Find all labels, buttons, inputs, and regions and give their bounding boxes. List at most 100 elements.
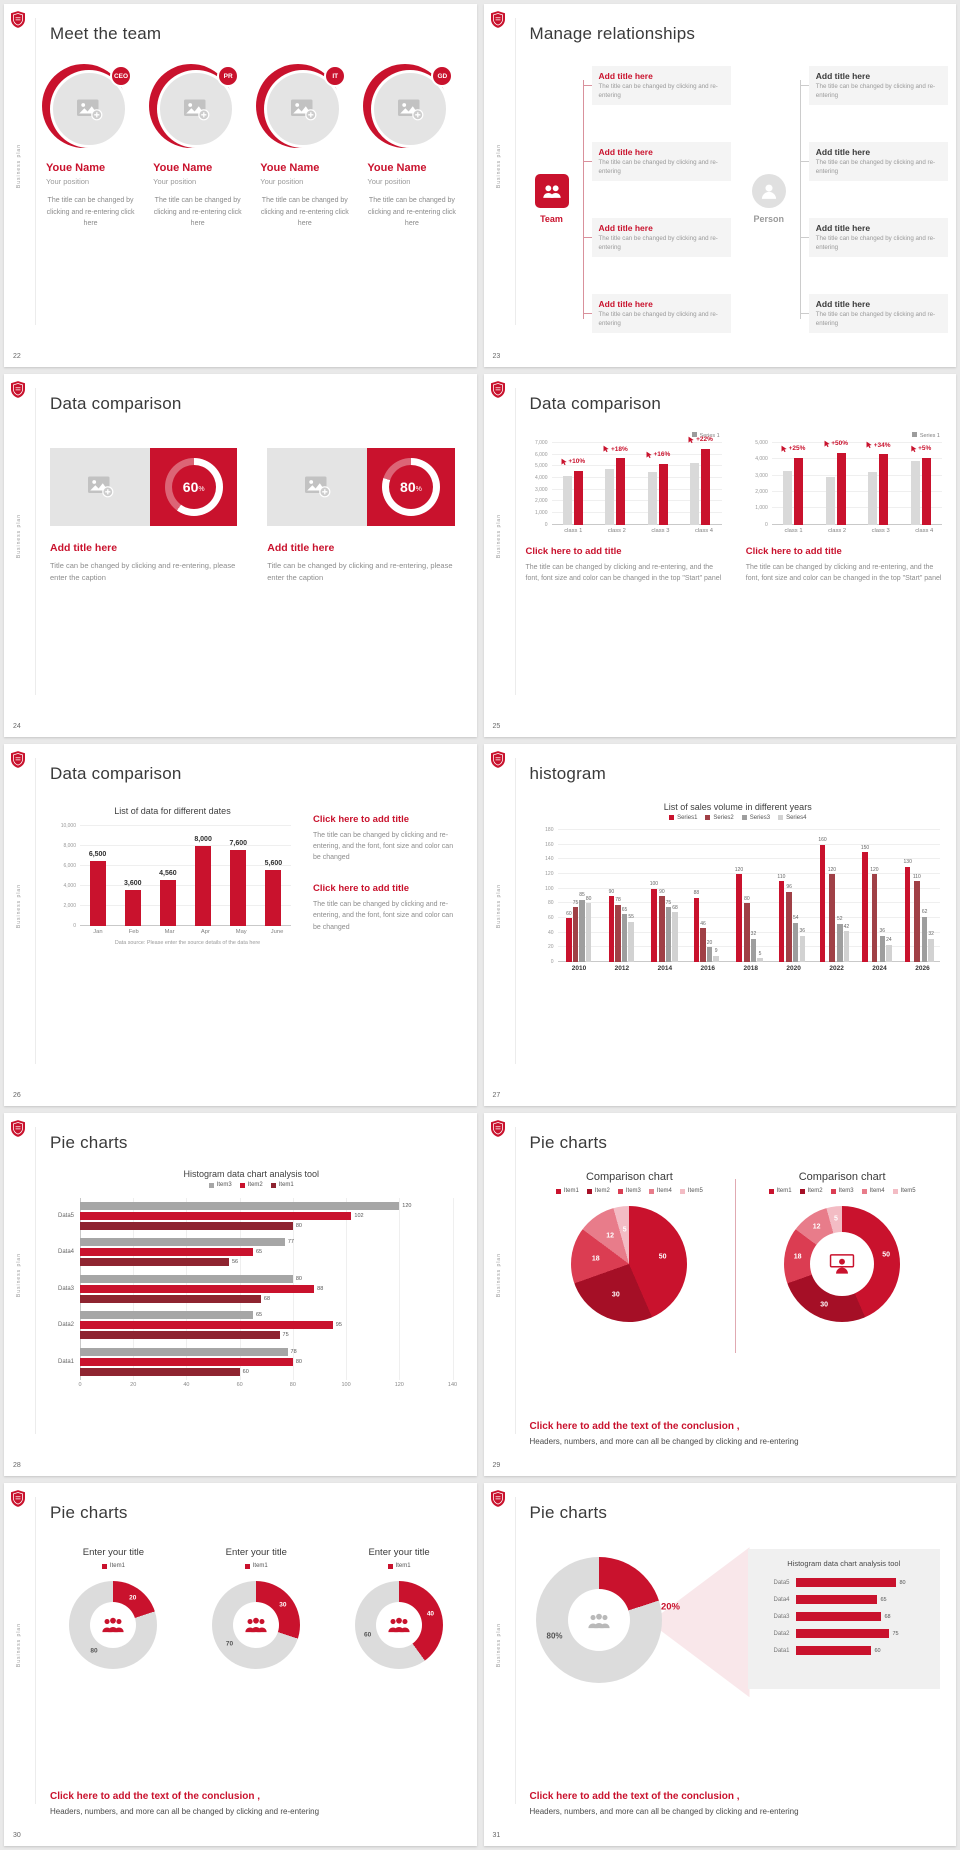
chart-plot: 7,000 6,000 5,000 4,000 3,000 2,000 1,000 0 +10%… [535, 436, 722, 528]
chart-gridline [346, 1197, 348, 1380]
category-cell: +34% [857, 441, 900, 525]
slide-pie-charts-projection[interactable]: Pie charts 80% 20% Histogram data chart an… [483, 1483, 956, 1846]
image-placeholder-icon [76, 99, 102, 120]
bar [744, 903, 750, 963]
y-axis-tick-label: 5,000 [534, 463, 548, 470]
chart-gridline [557, 829, 940, 831]
slide-meet-the-team[interactable]: Meet the team CEO Youe Name Your position T… [4, 4, 477, 367]
legend-swatch [691, 431, 697, 437]
conclusion: Click here to add the text of the conclu… [530, 1791, 941, 1816]
pointer-arrow-icon [824, 440, 830, 447]
legend-swatch [741, 815, 747, 821]
conclusion-body: Headers, numbers, and more can all be ch… [529, 1806, 799, 1816]
legend-swatch [705, 815, 711, 821]
legend-label: Series3 [749, 814, 771, 821]
chart-title: List of sales volume in different years [663, 801, 812, 812]
bar [672, 912, 678, 963]
chart-gridline [399, 1197, 401, 1380]
relationship-block: Add title here The title can be changed b… [582, 293, 731, 333]
y-axis-tick-label: 2,000 [534, 498, 548, 505]
conclusion-body: Headers, numbers, and more can all be ch… [529, 1437, 799, 1447]
bar-value-label: 8,000 [194, 835, 212, 843]
donut-card: Enter your title Item1 40 60 [336, 1547, 463, 1669]
bar [80, 1202, 400, 1211]
legend-item: Item5 [679, 1188, 703, 1195]
legend-swatch [669, 815, 675, 821]
image-placeholder [371, 70, 450, 148]
projection-beam [655, 1547, 750, 1698]
slide-title: Pie charts [50, 1133, 128, 1153]
chart-cells: +25% +50% +34% +5% [772, 440, 942, 525]
panel-caption: Title can be changed by clicking and re-… [50, 560, 236, 582]
bar-value-label: 80 [899, 1579, 906, 1586]
year-group-cell: 90 78 65 55 [600, 830, 643, 963]
slide-pie-charts-hbar[interactable]: Pie charts Histogram data chart analysis… [4, 1113, 477, 1477]
bar-row: Data5 80 [762, 1578, 927, 1588]
x-category-label: Mar [164, 928, 175, 935]
x-category-label: June [270, 928, 284, 935]
team-member-card: IT Youe Name Your position The title can be… [256, 64, 357, 230]
slide-histogram[interactable]: histogram List of sales volume in differ… [483, 743, 956, 1107]
member-avatar: PR [149, 64, 240, 148]
slide-data-comparison-charts[interactable]: Data comparison Series 1 7,000 6,000 5,000 4… [483, 373, 956, 737]
category-cell: 5,600 [256, 826, 291, 926]
growth-value: +34% [873, 441, 891, 449]
relationship-half: Person Add title here The title can be cha… [741, 66, 948, 333]
bar-value-label: 110 [912, 873, 921, 880]
team-icon-box [534, 174, 569, 209]
chart-legend: Item3 Item2 Item1 [50, 1182, 453, 1190]
bar-pair [594, 458, 637, 525]
legend-label: Item4 [869, 1188, 885, 1195]
block-body: The title can be changed by clicking and… [598, 83, 718, 99]
bar-accent [573, 470, 583, 525]
legend-item: Item3 [208, 1182, 232, 1188]
bar-accent [794, 457, 804, 525]
chart-legend: Item1 Item2 Item3 Item4 Item5 [528, 1188, 732, 1196]
chart-gridline [557, 873, 940, 875]
bar [914, 881, 920, 963]
chart-gridline [80, 904, 291, 906]
bar [572, 907, 579, 963]
chart-legend: Series 1 [746, 431, 940, 439]
member-position: Your position [367, 177, 411, 186]
legend-label: Item5 [687, 1188, 703, 1195]
bar-with-label: 36 [800, 929, 805, 963]
page-number: 30 [13, 1831, 21, 1839]
panel-visual: 60% [50, 447, 238, 526]
sidebar-divider-line [35, 1497, 36, 1804]
bar-value-label: 32 [928, 931, 934, 938]
bar-group: 100 90 75 68 [643, 882, 686, 963]
link-title: Click here to add title [313, 813, 410, 825]
chart-gridline [551, 441, 722, 443]
chart-title: Comparison chart [585, 1171, 673, 1184]
bar-with-label: 110 [777, 874, 785, 963]
page-number: 23 [492, 352, 501, 360]
category-label: Data2 [57, 1322, 74, 1329]
bar [579, 899, 585, 963]
slide-data-comparison-percent[interactable]: Data comparison 60% Add title here Title c… [4, 373, 477, 737]
slide-data-comparison-dates[interactable]: Data comparison List of data for differe… [4, 743, 477, 1107]
bar-value-label: 90 [608, 888, 615, 895]
bar [585, 903, 592, 963]
percent-donut-chart: 80% [381, 457, 440, 516]
bar-value-label: 5,600 [264, 859, 283, 867]
chart-gridline [80, 844, 291, 846]
link-body: The title can be changed by clicking and… [525, 563, 722, 582]
chart-legend: Item1 [336, 1563, 463, 1571]
slide-manage-relationships[interactable]: Manage relationships Team Add title here T… [483, 4, 956, 367]
y-axis-tick-label: 2,000 [63, 902, 76, 909]
comparison-panels: 60% Add title here Title can be changed by… [50, 447, 455, 584]
slide-pie-charts-comparison[interactable]: Pie charts Comparison chart Item1 Item2 Ite… [483, 1113, 956, 1477]
bar-group: 88 46 20 9 [685, 891, 728, 963]
legend-label: Item1 [563, 1188, 579, 1195]
slide-pie-charts-donuts[interactable]: Pie charts Enter your title Item1 20 80 Ente… [4, 1483, 477, 1846]
member-description: The title can be changed by clicking and… [260, 197, 349, 228]
chart-gridline [551, 500, 722, 502]
bar-row: 56 [80, 1258, 453, 1267]
category-cell: 6,500 [80, 826, 115, 926]
bar-row: 80 [80, 1357, 453, 1366]
y-axis-tick-label: 4,000 [534, 474, 548, 481]
bar-row: 60 [80, 1367, 453, 1376]
legend-item: Item2 [586, 1188, 610, 1194]
bar [904, 866, 911, 963]
